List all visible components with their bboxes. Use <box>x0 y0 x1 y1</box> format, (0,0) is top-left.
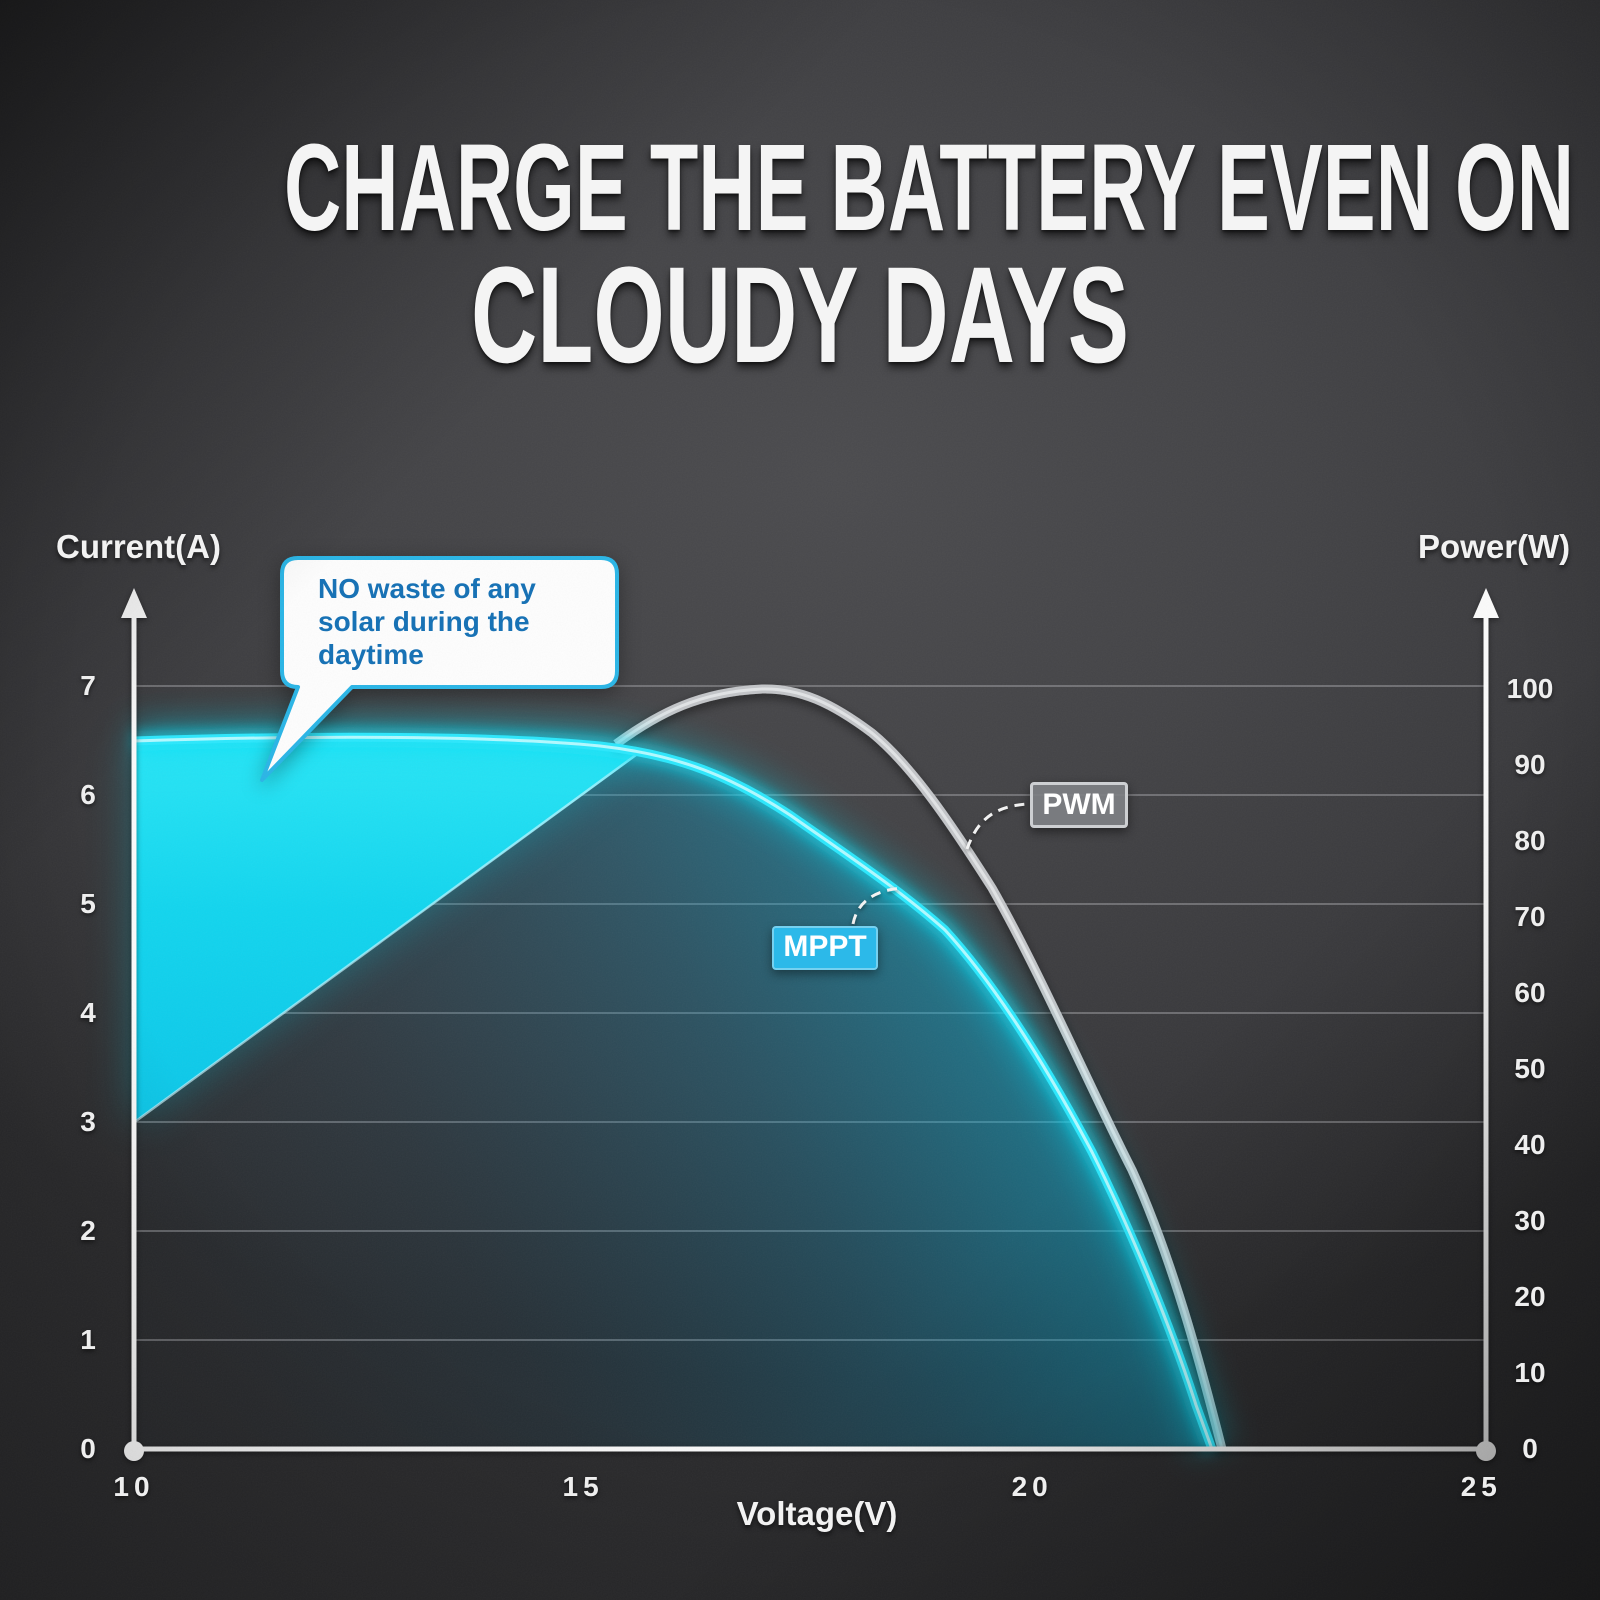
headline-line2: CLOUDY DAYS <box>470 239 1130 392</box>
callout-text: NO waste of any solar during the daytime <box>318 572 536 671</box>
left-tick-label: 0 <box>80 1433 96 1464</box>
callout-text-line1: NO waste of any <box>318 573 536 604</box>
callout-text-line3: daytime <box>318 639 424 670</box>
left-tick-label: 7 <box>80 670 96 701</box>
callout-text-line2: solar during the <box>318 606 530 637</box>
right-tick-label: 60 <box>1514 977 1546 1008</box>
left-axis-title: Current(A) <box>56 528 221 565</box>
x-tick-label: 10 <box>113 1471 155 1502</box>
right-tick-label: 40 <box>1514 1129 1546 1160</box>
left-tick-label: 1 <box>80 1324 96 1355</box>
left-tick-label: 5 <box>80 888 96 919</box>
x-tick-label: 20 <box>1011 1471 1053 1502</box>
right-tick-label: 90 <box>1514 749 1546 780</box>
right-tick-label: 20 <box>1514 1281 1546 1312</box>
x-axis-title: Voltage(V) <box>736 1495 898 1532</box>
left-tick-label: 2 <box>80 1215 96 1246</box>
right-tick-label: 70 <box>1514 901 1546 932</box>
x-tick-label: 15 <box>562 1471 604 1502</box>
mppt-series-label: MPPT <box>772 926 878 970</box>
right-tick-label: 50 <box>1514 1053 1546 1084</box>
right-tick-label: 30 <box>1514 1205 1546 1236</box>
pwm-series-label: PWM <box>1030 782 1128 828</box>
left-tick-label: 6 <box>80 779 96 810</box>
left-tick-label: 3 <box>80 1106 96 1137</box>
left-tick-label: 4 <box>80 997 96 1028</box>
right-tick-label: 10 <box>1514 1357 1546 1388</box>
headline-line1: CHARGE THE BATTERY EVEN ON <box>284 120 1575 257</box>
right-tick-label: 100 <box>1506 673 1554 704</box>
right-axis-title: Power(W) <box>1418 528 1571 565</box>
right-tick-label: 0 <box>1522 1433 1538 1464</box>
right-tick-label: 80 <box>1514 825 1546 856</box>
x-tick-label: 25 <box>1460 1471 1502 1502</box>
